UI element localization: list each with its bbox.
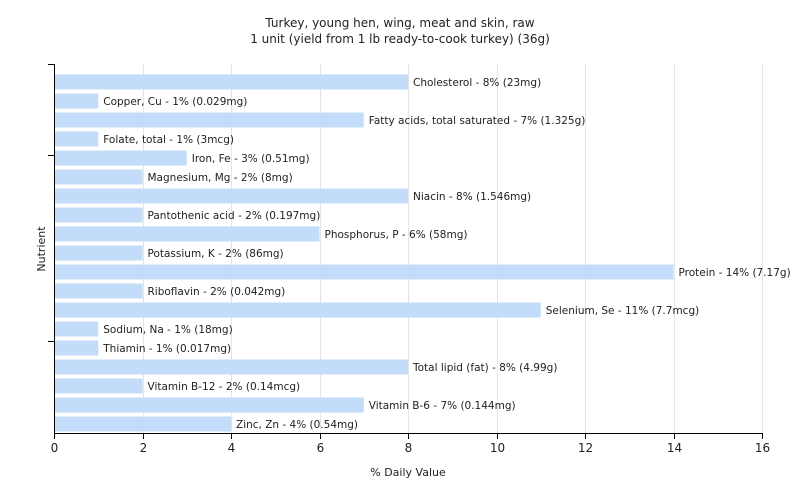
bar [54,378,143,394]
x-tick-label: 14 [667,441,682,455]
bar-label: Sodium, Na - 1% (18mg) [103,324,232,336]
bar-label: Niacin - 8% (1.546mg) [413,191,531,203]
x-tick-label: 2 [140,441,148,455]
bar-label: Total lipid (fat) - 8% (4.99g) [412,362,557,374]
x-tick-label: 16 [755,441,770,455]
bar [54,131,99,147]
bar-label: Folate, total - 1% (3mcg) [103,134,234,146]
bar-label: Fatty acids, total saturated - 7% (1.325… [369,115,586,127]
bar-label: Riboflavin - 2% (0.042mg) [148,286,286,298]
bar [54,188,408,204]
bar [54,112,364,128]
bar-label: Vitamin B-6 - 7% (0.144mg) [369,400,516,412]
x-axis-title: % Daily Value [370,466,446,479]
bar-label: Copper, Cu - 1% (0.029mg) [103,96,247,108]
bar-label: Selenium, Se - 11% (7.7mcg) [546,305,699,317]
bar [54,283,143,299]
bar-label: Protein - 14% (7.17g) [679,267,791,279]
chart-title: Turkey, young hen, wing, meat and skin, … [265,16,535,30]
bar [54,74,408,90]
bar-label: Phosphorus, P - 6% (58mg) [325,229,468,241]
bar-label: Pantothenic acid - 2% (0.197mg) [148,210,321,222]
bar [54,150,187,166]
bar [54,302,541,318]
bar-label: Vitamin B-12 - 2% (0.14mcg) [148,381,301,393]
x-tick-label: 8 [405,441,413,455]
bar [54,93,99,109]
bar [54,321,99,337]
bar-label: Thiamin - 1% (0.017mg) [102,343,231,355]
bar [54,169,143,185]
x-tick-label: 6 [317,441,325,455]
x-tick-label: 0 [51,441,59,455]
bar-label: Zinc, Zn - 4% (0.54mg) [236,419,358,431]
bar [54,245,143,261]
y-axis-title: Nutrient [35,226,48,272]
bar-label: Iron, Fe - 3% (0.51mg) [192,153,310,165]
chart-subtitle: 1 unit (yield from 1 lb ready-to-cook tu… [250,32,550,46]
bar-label: Cholesterol - 8% (23mg) [413,77,541,89]
bar [54,264,674,280]
bar-label: Magnesium, Mg - 2% (8mg) [148,172,293,184]
bar [54,226,320,242]
bar [54,359,408,375]
x-tick-label: 12 [578,441,593,455]
bar [54,340,99,356]
bar [54,397,364,413]
x-tick-label: 10 [490,441,505,455]
bar [54,207,143,223]
x-tick-label: 4 [228,441,236,455]
bar-label: Potassium, K - 2% (86mg) [148,248,284,260]
bar [54,416,231,432]
